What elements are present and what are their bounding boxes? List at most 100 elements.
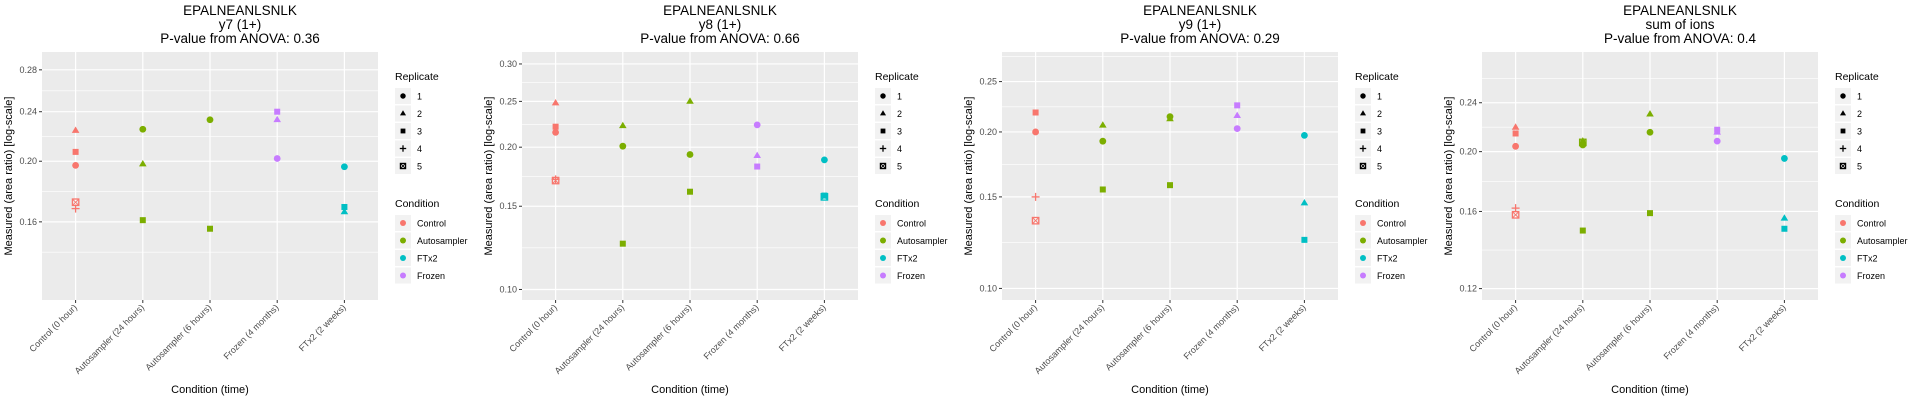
x-tick-label: Autosampler (24 hours) (1033, 302, 1107, 376)
x-tick-label: Autosampler (24 hours) (1513, 302, 1587, 376)
y-tick-label: 0.16 (19, 217, 37, 227)
data-point-frozen-rep3 (1234, 102, 1241, 109)
chart-title: EPALNEANLSNLK (663, 3, 777, 18)
data-point-frozen-rep3 (754, 163, 761, 170)
x-axis-title: Condition (time) (651, 384, 729, 396)
data-point-autosampler-rep2 (1099, 121, 1107, 128)
chart-title: EPALNEANLSNLK (1623, 3, 1737, 18)
legend-triangle-icon (879, 110, 887, 116)
legend-title-replicate: Replicate (1355, 71, 1399, 83)
data-point-control-rep2 (1511, 123, 1520, 130)
legend-title-condition: Condition (875, 198, 920, 210)
data-point-autosampler-rep3 (619, 240, 626, 247)
data-points (1031, 102, 1309, 243)
legend-condition-swatch (880, 272, 886, 279)
legend-replicate-label: 4 (897, 144, 902, 154)
data-point-control-rep5 (1511, 210, 1520, 219)
legend-circle-icon (1840, 93, 1846, 99)
data-point-control-rep5 (1031, 216, 1040, 225)
legend-condition-label: FTx2 (897, 254, 918, 264)
legend-triangle-icon (399, 110, 407, 116)
legend-condition-swatch (880, 220, 886, 226)
x-tick-label: Control (0 hour) (1467, 302, 1519, 354)
chart-subtitle: y8 (1+) (699, 17, 741, 32)
x-tick-label: Control (0 hour) (987, 302, 1039, 354)
data-point-control-rep1 (1512, 142, 1519, 150)
legend-title-replicate: Replicate (1835, 71, 1879, 83)
y-tick-label: 0.24 (19, 107, 37, 117)
data-point-autosampler-rep3 (139, 217, 146, 224)
legend-condition-swatch (1840, 220, 1846, 226)
x-tick-label: Autosampler (6 hours) (623, 302, 693, 372)
legend-replicate-label: 4 (417, 144, 422, 154)
x-tick-label: FTx2 (2 weeks) (297, 302, 348, 353)
x-tick-label: FTx2 (2 weeks) (1257, 302, 1308, 353)
data-point-autosampler-rep2 (1166, 114, 1174, 122)
legend-condition-label: FTx2 (1377, 254, 1398, 264)
legend: Replicate 1 2 3 4 5 Condition Control Autosample… (1355, 71, 1428, 284)
legend: Replicate 1 2 3 4 5 Condition Control Autosample… (395, 71, 468, 284)
legend-condition-label: Control (1377, 219, 1406, 229)
data-point-ftx2-rep1 (821, 156, 828, 164)
legend-condition-swatch (1840, 237, 1846, 244)
legend-replicate-label: 5 (897, 162, 902, 172)
legend-condition-label: FTx2 (1857, 254, 1878, 264)
legend-replicate-label: 2 (1857, 109, 1862, 119)
x-tick-label: Frozen (4 months) (1662, 302, 1721, 361)
data-point-frozen-rep2 (1233, 111, 1241, 119)
y-axis-title: Measured (area ratio) [log-scale] (1443, 97, 1455, 256)
legend-replicate-label: 5 (417, 162, 422, 172)
x-tick-label: Frozen (4 months) (702, 302, 761, 361)
legend-condition-label: Autosampler (1377, 236, 1428, 246)
data-point-autosampler-rep3 (687, 188, 693, 195)
x-tick-label: Frozen (4 months) (1182, 302, 1241, 361)
data-point-autosampler-rep3 (1647, 210, 1653, 217)
data-point-control-rep4 (1511, 204, 1520, 213)
legend-condition-swatch (400, 220, 406, 226)
y-tick-label: 0.30 (499, 59, 517, 69)
data-point-control-rep5 (551, 176, 560, 185)
data-point-control-rep3 (1032, 109, 1039, 116)
x-axis-title: Condition (time) (1131, 384, 1209, 396)
data-point-ftx2-rep2 (1780, 214, 1789, 221)
legend-condition-label: Autosampler (897, 236, 948, 246)
data-point-control-rep2 (71, 126, 80, 133)
anova-pvalue: P-value from ANOVA: 0.36 (160, 31, 320, 46)
legend-square-icon (1360, 128, 1366, 134)
data-point-control-rep1 (552, 128, 559, 136)
data-point-ftx2-rep3 (1301, 236, 1308, 243)
data-point-autosampler-rep1 (686, 151, 694, 158)
data-point-autosampler-rep5 (1578, 138, 1587, 147)
legend-condition-label: Control (897, 219, 926, 229)
data-point-autosampler-rep1 (1646, 128, 1654, 136)
data-point-frozen-rep1 (753, 121, 761, 129)
legend-square-cross-icon (1839, 162, 1847, 170)
legend-condition-label: Autosampler (1857, 236, 1908, 246)
legend-condition-swatch (1840, 272, 1846, 279)
legend-condition-label: Control (417, 219, 446, 229)
legend-replicate-label: 1 (897, 92, 902, 102)
y-tick-label: 0.25 (499, 96, 517, 106)
legend-replicate-label: 1 (1377, 92, 1382, 102)
legend-title-condition: Condition (1355, 198, 1400, 210)
y-tick-label: 0.15 (499, 201, 517, 211)
x-tick-label: Autosampler (24 hours) (553, 302, 627, 376)
y-axis-title: Measured (area ratio) [log-scale] (3, 97, 15, 256)
legend-square-cross-icon (399, 162, 407, 170)
legend-title-replicate: Replicate (875, 71, 919, 83)
y-tick-label: 0.10 (979, 283, 997, 293)
y-tick-label: 0.20 (499, 142, 517, 152)
legend-replicate-label: 2 (417, 109, 422, 119)
anova-pvalue: P-value from ANOVA: 0.4 (1604, 31, 1757, 46)
legend-square-cross-icon (879, 162, 887, 170)
chart-title: EPALNEANLSNLK (183, 3, 297, 18)
legend-triangle-icon (1359, 110, 1367, 116)
x-tick-label: FTx2 (2 weeks) (777, 302, 828, 353)
chart-subtitle: y7 (1+) (219, 17, 261, 32)
data-point-frozen-rep3 (1714, 126, 1721, 133)
data-point-ftx2-rep3 (1781, 225, 1788, 232)
